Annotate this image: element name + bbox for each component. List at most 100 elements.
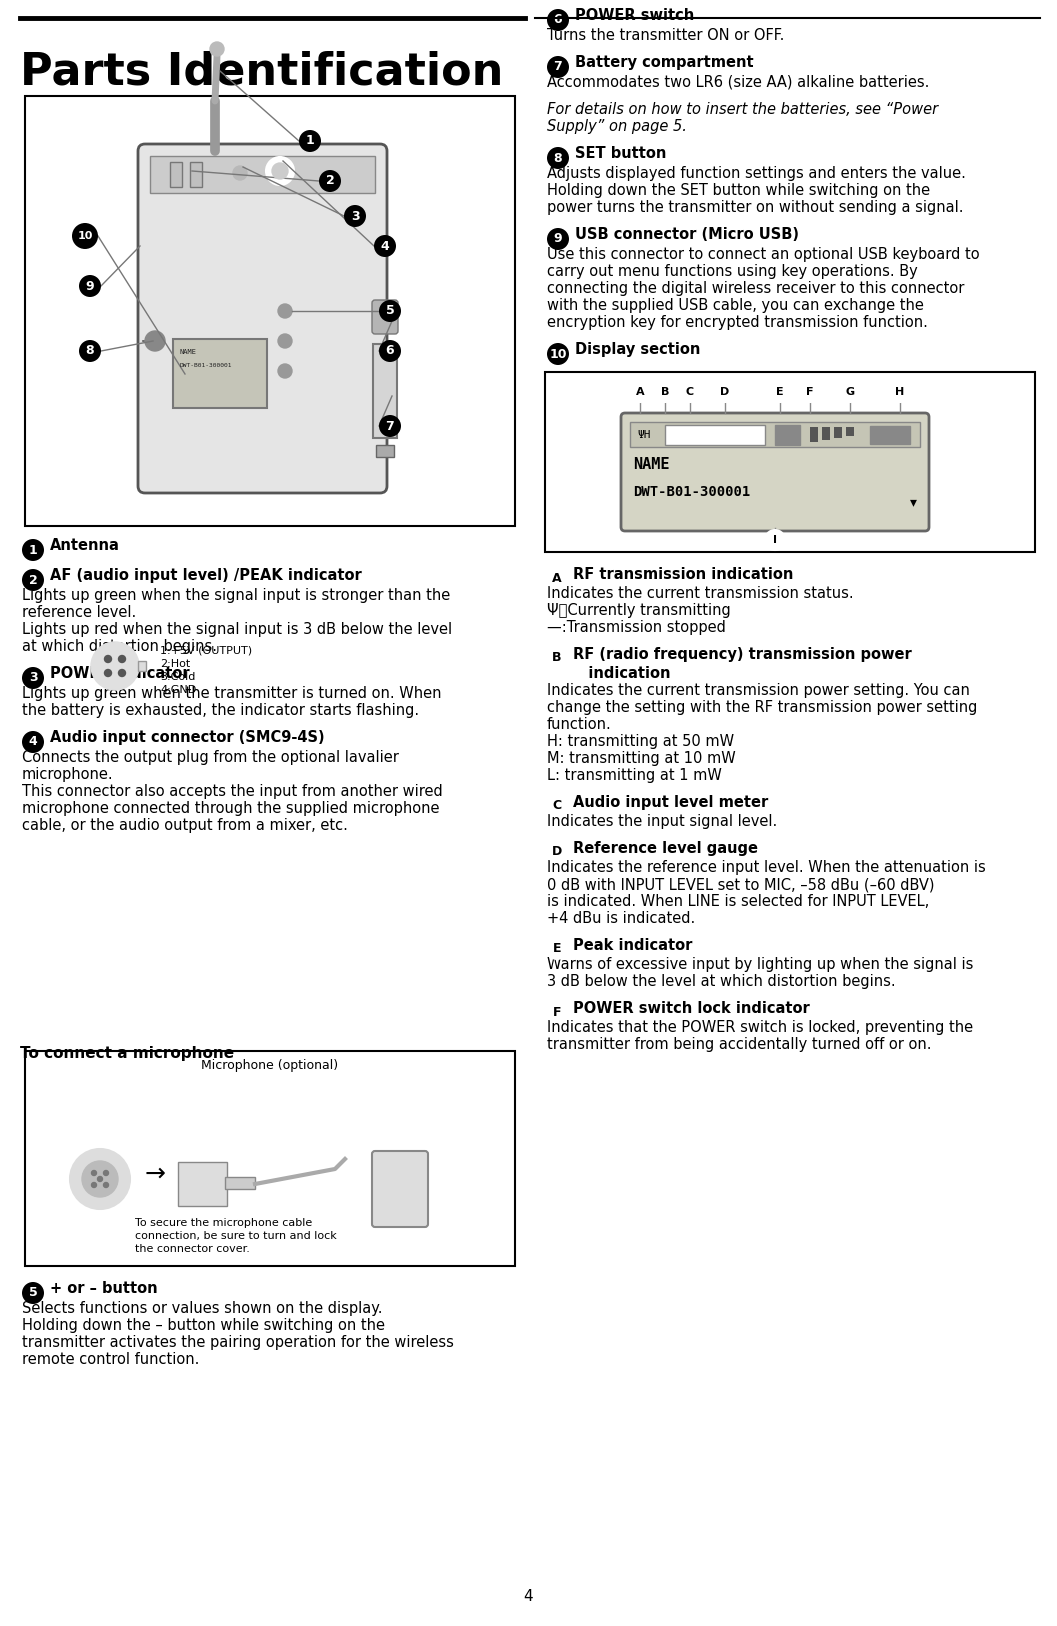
Text: 1:+5V (OUTPUT): 1:+5V (OUTPUT) (160, 646, 253, 655)
Circle shape (548, 567, 567, 589)
Circle shape (278, 333, 292, 348)
Text: POWER indicator: POWER indicator (50, 667, 189, 681)
Text: ΨH: ΨH (637, 429, 650, 441)
Text: Turns the transmitter ON or OFF.: Turns the transmitter ON or OFF. (548, 28, 784, 42)
Text: I: I (773, 535, 777, 545)
FancyBboxPatch shape (376, 446, 394, 457)
Text: encryption key for encrypted transmission function.: encryption key for encrypted transmissio… (548, 315, 928, 330)
Circle shape (319, 171, 341, 192)
Circle shape (548, 10, 569, 31)
Circle shape (104, 1182, 109, 1187)
Text: POWER switch lock indicator: POWER switch lock indicator (573, 1002, 810, 1016)
FancyBboxPatch shape (178, 1163, 227, 1206)
Text: NAME: NAME (180, 350, 197, 354)
Text: Microphone (optional): Microphone (optional) (202, 1059, 338, 1072)
Text: 4: 4 (29, 735, 37, 748)
Text: 1: 1 (29, 543, 37, 556)
Text: 2:Hot: 2:Hot (160, 659, 190, 668)
FancyBboxPatch shape (225, 1177, 255, 1189)
FancyBboxPatch shape (630, 423, 920, 447)
Text: Holding down the SET button while switching on the: Holding down the SET button while switch… (548, 184, 930, 198)
Circle shape (82, 1161, 118, 1197)
Text: 7: 7 (554, 60, 562, 73)
Circle shape (548, 797, 567, 816)
Text: Battery compartment: Battery compartment (575, 55, 754, 70)
Circle shape (79, 340, 101, 363)
Text: transmitter activates the pairing operation for the wireless: transmitter activates the pairing operat… (22, 1335, 453, 1350)
FancyBboxPatch shape (138, 662, 146, 672)
FancyBboxPatch shape (373, 345, 397, 437)
Text: Parts Identification: Parts Identification (20, 50, 503, 94)
Text: AF (audio input level) /PEAK indicator: AF (audio input level) /PEAK indicator (50, 567, 361, 584)
Circle shape (97, 1177, 103, 1182)
Text: Supply” on page 5.: Supply” on page 5. (548, 119, 687, 133)
Circle shape (548, 55, 569, 78)
Text: Selects functions or values shown on the display.: Selects functions or values shown on the… (22, 1301, 383, 1315)
Text: 3 dB below the level at which distortion begins.: 3 dB below the level at which distortion… (548, 974, 895, 989)
Text: is indicated. When LINE is selected for INPUT LEVEL,: is indicated. When LINE is selected for … (548, 894, 929, 909)
Circle shape (680, 382, 700, 402)
Text: Antenna: Antenna (50, 538, 119, 553)
FancyBboxPatch shape (775, 424, 800, 446)
FancyBboxPatch shape (665, 424, 765, 446)
FancyBboxPatch shape (173, 338, 267, 408)
Circle shape (548, 938, 567, 959)
Text: Indicates the current transmission power setting. You can: Indicates the current transmission power… (548, 683, 970, 698)
Text: Accommodates two LR6 (size AA) alkaline batteries.: Accommodates two LR6 (size AA) alkaline … (548, 75, 929, 89)
Circle shape (655, 382, 675, 402)
Text: USB connector (Micro USB): USB connector (Micro USB) (575, 228, 799, 242)
Text: C: C (553, 800, 561, 813)
Circle shape (548, 228, 569, 250)
Text: B: B (552, 652, 561, 665)
Text: 6: 6 (386, 345, 394, 358)
Text: →: → (145, 1163, 166, 1185)
Text: the connector cover.: the connector cover. (135, 1244, 249, 1254)
Circle shape (548, 146, 569, 169)
Text: D: D (721, 387, 729, 397)
Text: 8: 8 (86, 345, 94, 358)
FancyBboxPatch shape (25, 96, 515, 525)
FancyBboxPatch shape (25, 1050, 515, 1267)
Circle shape (548, 1002, 567, 1023)
Text: at which distortion begins.: at which distortion begins. (22, 639, 217, 654)
Text: Indicates that the POWER switch is locked, preventing the: Indicates that the POWER switch is locke… (548, 1020, 973, 1036)
Text: 9: 9 (86, 280, 94, 293)
Circle shape (79, 275, 101, 298)
Text: SET button: SET button (575, 146, 666, 161)
Circle shape (379, 301, 401, 322)
Text: C: C (686, 387, 694, 397)
Circle shape (92, 1171, 96, 1176)
FancyBboxPatch shape (545, 372, 1035, 551)
Circle shape (272, 163, 288, 179)
Circle shape (104, 1171, 109, 1176)
FancyBboxPatch shape (810, 428, 818, 442)
Text: carry out menu functions using key operations. By: carry out menu functions using key opera… (548, 263, 917, 280)
Text: change the setting with the RF transmission power setting: change the setting with the RF transmiss… (548, 701, 978, 715)
Text: H: H (895, 387, 905, 397)
FancyBboxPatch shape (138, 145, 387, 493)
Text: 9: 9 (554, 233, 562, 246)
Text: with the supplied USB cable, you can exchange the: with the supplied USB cable, you can exc… (548, 298, 924, 312)
Circle shape (278, 304, 292, 319)
Circle shape (715, 382, 735, 402)
FancyBboxPatch shape (150, 156, 375, 193)
Circle shape (22, 569, 44, 590)
Text: DWT-B01-300001: DWT-B01-300001 (633, 485, 750, 499)
Text: Audio input connector (SMC9-4S): Audio input connector (SMC9-4S) (50, 730, 324, 745)
Text: Connects the output plug from the optional lavalier: Connects the output plug from the option… (22, 750, 398, 764)
Text: Indicates the reference input level. When the attenuation is: Indicates the reference input level. Whe… (548, 860, 986, 875)
FancyBboxPatch shape (822, 428, 830, 441)
Text: 10: 10 (550, 348, 567, 361)
Circle shape (548, 343, 569, 364)
Text: B: B (661, 387, 669, 397)
Circle shape (22, 667, 44, 689)
Text: 4: 4 (523, 1589, 533, 1603)
Text: function.: function. (548, 717, 612, 732)
Text: 4: 4 (381, 239, 389, 252)
Circle shape (70, 1150, 130, 1210)
Circle shape (22, 732, 44, 753)
Text: Indicates the current transmission status.: Indicates the current transmission statu… (548, 585, 854, 602)
FancyBboxPatch shape (846, 428, 854, 436)
Circle shape (379, 415, 401, 437)
Circle shape (145, 332, 165, 351)
